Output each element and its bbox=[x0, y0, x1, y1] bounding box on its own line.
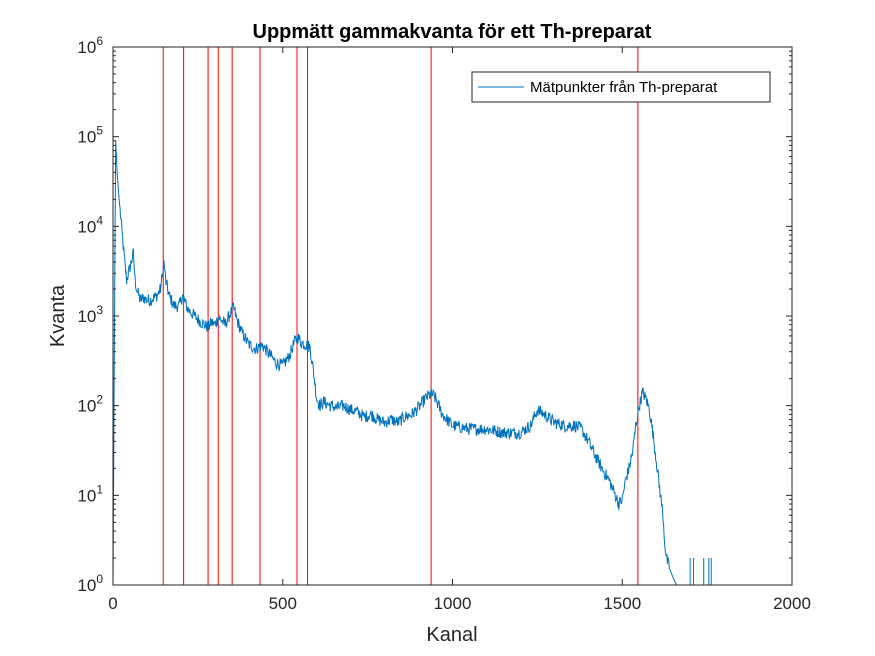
y-tick-label: 105 bbox=[77, 124, 103, 147]
legend-label: Mätpunkter från Th-preparat bbox=[530, 79, 718, 96]
x-tick-label: 0 bbox=[108, 594, 117, 613]
y-tick-label: 104 bbox=[77, 213, 103, 236]
x-tick-label: 1500 bbox=[603, 594, 641, 613]
x-tick-label: 500 bbox=[269, 594, 297, 613]
series-line bbox=[112, 140, 679, 586]
x-axis: 0 500 1000 1500 2000 bbox=[108, 47, 811, 613]
y-axis-title: Kvanta bbox=[47, 284, 69, 347]
legend: Mätpunkter från Th-preparat bbox=[471, 71, 771, 103]
x-axis-title: Kanal bbox=[426, 624, 477, 646]
y-axis: 100 101 102 103 104 105 106 bbox=[77, 34, 792, 595]
reference-lines bbox=[162, 47, 639, 585]
plot-background bbox=[113, 47, 792, 585]
y-tick-label: 100 bbox=[77, 572, 103, 595]
chart-title: Uppmätt gammakvanta för ett Th-preparat bbox=[253, 21, 652, 43]
y-tick-label: 106 bbox=[77, 34, 103, 57]
y-tick-label: 101 bbox=[77, 482, 103, 505]
data-series bbox=[112, 140, 712, 586]
x-tick-label: 1000 bbox=[434, 594, 472, 613]
y-tick-label: 102 bbox=[77, 393, 103, 416]
x-tick-label: 2000 bbox=[773, 594, 811, 613]
y-tick-label: 103 bbox=[77, 303, 103, 326]
